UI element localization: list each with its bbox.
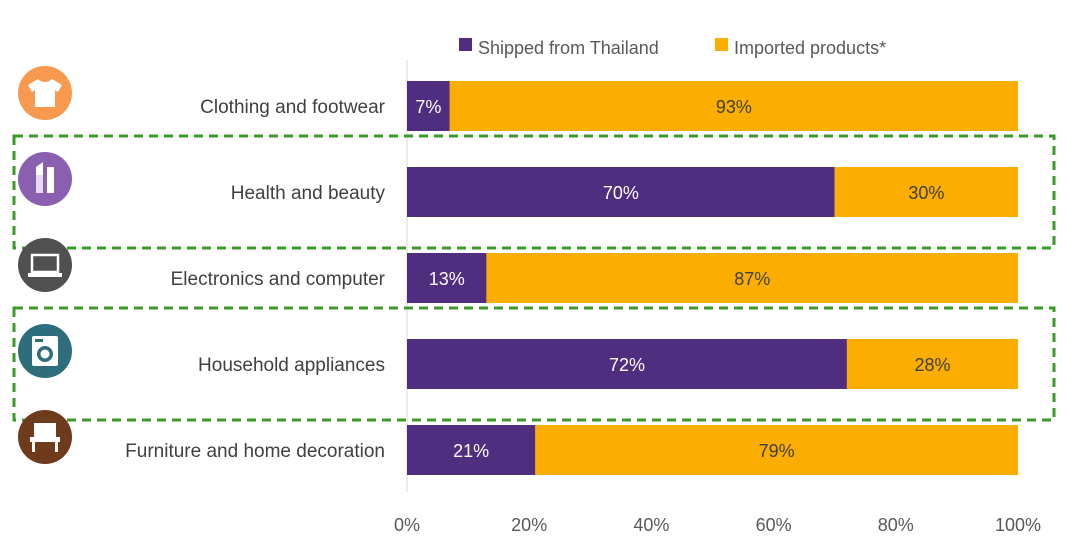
data-label-shipped-from-thailand-health-and-beauty: 70% — [603, 183, 639, 203]
data-label-imported-products-furniture-and-home-decoration: 79% — [759, 441, 795, 461]
shirt-icon — [18, 66, 72, 120]
bar-shipped-from-thailand-household-appliances — [407, 339, 847, 389]
bar-imported-products-household-appliances — [846, 339, 1018, 389]
category-labels: Clothing and footwear Health and beauty El… — [125, 97, 385, 462]
laptop-base — [28, 273, 62, 277]
data-label-shipped-from-thailand-furniture-and-home-decoration: 21% — [453, 441, 489, 461]
highlight-box-household-appliances — [12, 306, 1056, 422]
bar-shipped-from-thailand-electronics-and-computer — [407, 253, 487, 303]
bar-imported-products-electronics-and-computer — [486, 253, 1018, 303]
laptop-icon-circle — [18, 238, 72, 292]
category-label-furniture-and-home-decoration: Furniture and home decoration — [125, 441, 385, 462]
lipstick-icon — [18, 152, 72, 206]
lipstick-body — [36, 175, 43, 193]
legend: Shipped from Thailand Imported products* — [459, 38, 886, 58]
data-label-imported-products-electronics-and-computer: 87% — [734, 269, 770, 289]
category-label-electronics-and-computer: Electronics and computer — [171, 269, 386, 290]
chair-leg-left — [32, 442, 35, 452]
category-label-health-and-beauty: Health and beauty — [231, 183, 386, 204]
x-tick-label: 20% — [511, 515, 547, 535]
category-label-household-appliances: Household appliances — [198, 355, 385, 376]
x-tick-label: 100% — [995, 515, 1041, 535]
lipstick-case — [47, 167, 54, 193]
data-label-shipped-from-thailand-electronics-and-computer: 13% — [429, 269, 465, 289]
machine-drum — [40, 349, 50, 359]
x-tick-label: 80% — [878, 515, 914, 535]
bar-shipped-from-thailand-clothing-and-footwear — [407, 81, 450, 131]
lipstick-tip — [36, 162, 43, 175]
bar-shipped-from-thailand-health-and-beauty — [407, 167, 835, 217]
bar-imported-products-clothing-and-footwear — [449, 81, 1018, 131]
x-tick-label: 40% — [633, 515, 669, 535]
bar-shipped-from-thailand-furniture-and-home-decoration — [407, 425, 536, 475]
washing-machine-icon — [18, 324, 72, 378]
laptop-icon — [18, 238, 72, 292]
chair-leg-right — [55, 442, 58, 452]
x-axis-ticks: 0% 20% 40% 60% 80% 100% — [394, 515, 1041, 535]
lipstick-icon-circle — [18, 152, 72, 206]
highlight-box-health-and-beauty — [12, 134, 1056, 250]
x-tick-label: 60% — [756, 515, 792, 535]
legend-label-imported: Imported products* — [734, 38, 886, 58]
category-icons — [18, 66, 72, 464]
chair-icon — [18, 410, 72, 464]
data-label-imported-products-clothing-and-footwear: 93% — [716, 97, 752, 117]
data-label-imported-products-health-and-beauty: 30% — [908, 183, 944, 203]
legend-swatch-shipped — [459, 38, 472, 51]
chair-back — [34, 423, 56, 437]
chair-seat — [30, 437, 60, 442]
bar-imported-products-health-and-beauty — [834, 167, 1018, 217]
legend-swatch-imported — [715, 38, 728, 51]
category-label-clothing-and-footwear: Clothing and footwear — [200, 97, 386, 118]
bars: 7% 93% 70% 30% 13% 87% 72% 28% 21% 79% — [407, 81, 1018, 475]
laptop-screen — [30, 253, 60, 274]
shirt-shape — [28, 79, 62, 107]
data-label-shipped-from-thailand-clothing-and-footwear: 7% — [415, 97, 441, 117]
bar-imported-products-furniture-and-home-decoration — [535, 425, 1018, 475]
data-label-imported-products-household-appliances: 28% — [914, 355, 950, 375]
data-label-shipped-from-thailand-household-appliances: 72% — [609, 355, 645, 375]
highlight-boxes — [12, 134, 1056, 422]
x-tick-label: 0% — [394, 515, 420, 535]
legend-label-shipped: Shipped from Thailand — [478, 38, 659, 58]
machine-panel — [35, 339, 43, 342]
